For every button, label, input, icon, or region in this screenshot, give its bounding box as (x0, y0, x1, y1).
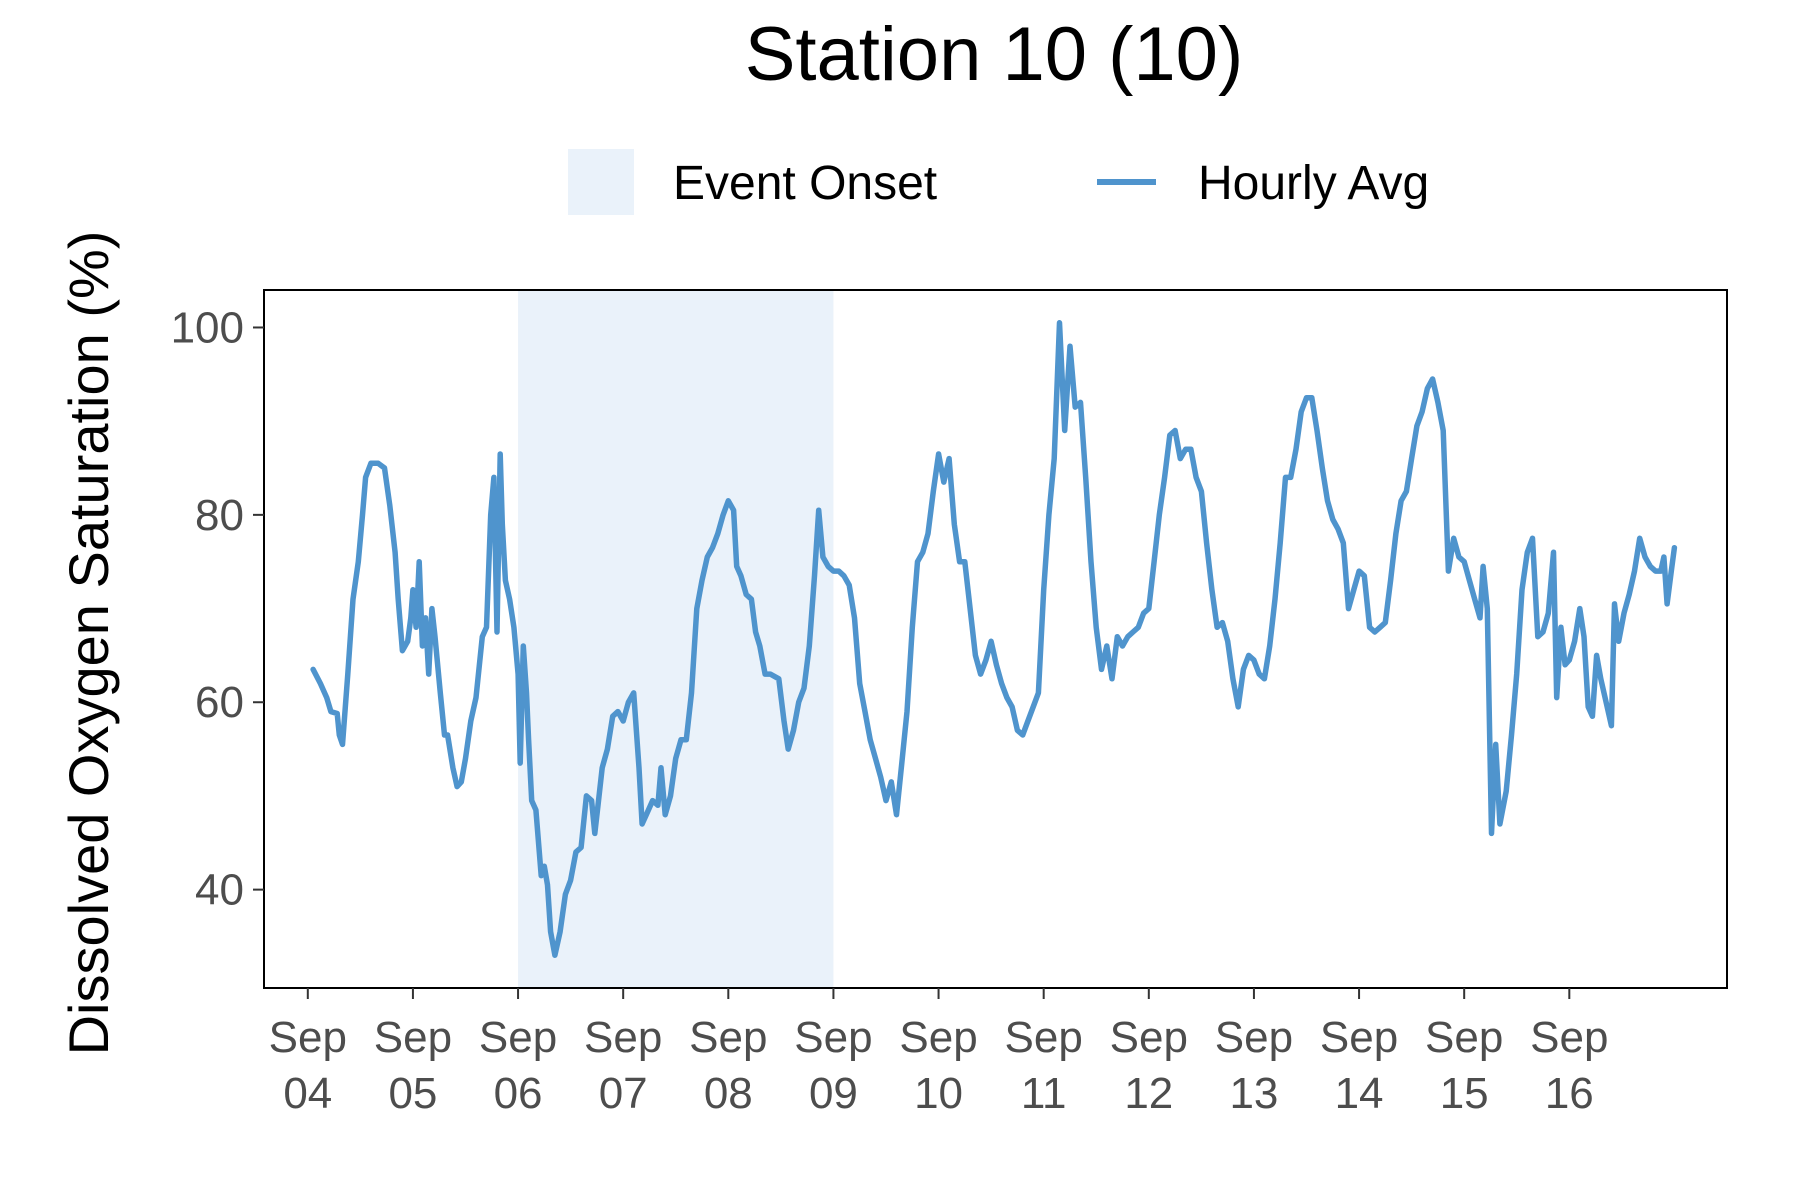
x-tick-label-day: 09 (809, 1069, 858, 1118)
x-tick-label-month: Sep (1215, 1013, 1293, 1062)
x-tick-label-month: Sep (689, 1013, 767, 1062)
legend: Event Onset Hourly Avg (568, 149, 1429, 215)
y-tick-label: 40 (195, 866, 244, 915)
chart-title: Station 10 (10) (745, 12, 1244, 97)
x-tick-label-day: 04 (283, 1069, 332, 1118)
event-onset-region (518, 290, 834, 988)
y-axis-title: Dissolved Oxygen Saturation (%) (57, 231, 120, 1056)
x-tick-label-month: Sep (1005, 1013, 1083, 1062)
x-tick-label-month: Sep (794, 1013, 872, 1062)
x-tick-label-day: 14 (1335, 1069, 1384, 1118)
legend-swatch-event-onset (568, 149, 634, 215)
x-tick-label-day: 06 (494, 1069, 543, 1118)
x-tick-label-month: Sep (584, 1013, 662, 1062)
x-tick-label-month: Sep (479, 1013, 557, 1062)
x-tick-label-day: 08 (704, 1069, 753, 1118)
plot-border (263, 289, 1728, 989)
legend-label-event-onset: Event Onset (673, 157, 937, 210)
x-tick-label-month: Sep (1530, 1013, 1608, 1062)
y-tick-label: 60 (195, 678, 244, 727)
x-tick-label-month: Sep (269, 1013, 347, 1062)
x-tick-label-month: Sep (1110, 1013, 1188, 1062)
y-tick-label: 80 (195, 491, 244, 540)
y-tick-label: 100 (171, 303, 244, 352)
x-tick-label-day: 05 (388, 1069, 437, 1118)
x-tick-label-day: 11 (1021, 1069, 1067, 1118)
x-tick-label-month: Sep (899, 1013, 977, 1062)
plot-area: 40 60 80 100 Sep 04 Sep 05 Sep 06 Sep 07 Sep 08 Sep 09 S… (171, 289, 1728, 1118)
series-line-hourly-avg (310, 320, 1678, 958)
x-tick-label-day: 07 (599, 1069, 648, 1118)
x-tick-label-month: Sep (374, 1013, 452, 1062)
x-tick-label-month: Sep (1425, 1013, 1503, 1062)
x-tick-label-month: Sep (1320, 1013, 1398, 1062)
x-tick-label-day: 10 (914, 1069, 963, 1118)
x-tick-label-day: 15 (1440, 1069, 1489, 1118)
x-tick-label-day: 16 (1545, 1069, 1594, 1118)
x-tick-label-day: 13 (1229, 1069, 1278, 1118)
legend-label-hourly-avg: Hourly Avg (1198, 157, 1429, 210)
x-tick-label-day: 12 (1124, 1069, 1173, 1118)
